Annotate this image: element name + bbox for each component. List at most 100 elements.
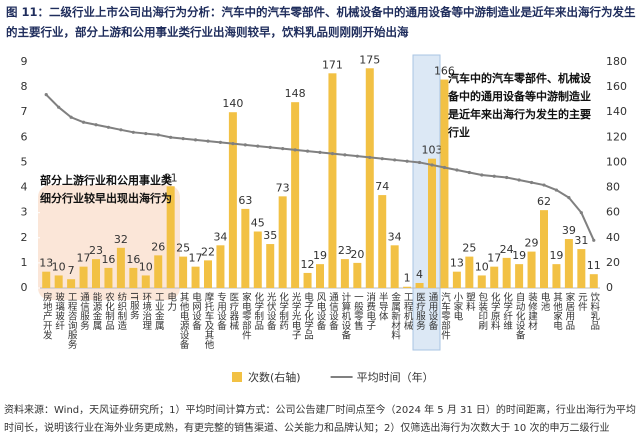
line-point [343, 153, 347, 157]
y-tick-label: 6 [21, 130, 28, 143]
bar [191, 266, 200, 288]
highlight-area [38, 185, 180, 300]
x-tick-label: 小家电 [451, 292, 463, 321]
x-tick-label: 饮料乳品 [588, 291, 600, 331]
x-tick-label: 半导体 [377, 291, 389, 321]
line-point [57, 105, 61, 109]
line-point [169, 135, 173, 139]
y2-tick-label: 40 [606, 231, 620, 244]
line-point [293, 148, 297, 152]
legend-label: 次数(右轴) [248, 370, 301, 384]
x-tick-label: 其他家电 [551, 292, 563, 330]
source-note: 资料来源：Wind，天风证券研究所；1）平均时间计算方式：公司公告建厂时间点至今… [4, 405, 636, 434]
bar [166, 186, 175, 288]
bar [79, 266, 88, 288]
x-tick-label: 能源金属 [91, 291, 103, 331]
bar [141, 275, 150, 288]
data-label: 20 [350, 248, 364, 261]
data-label: 19 [512, 249, 526, 262]
data-label: 34 [213, 230, 227, 243]
line-point [393, 158, 397, 162]
y-tick-label: 7 [21, 105, 28, 118]
line-point [480, 173, 484, 177]
y2-tick-label: 0 [606, 281, 613, 294]
data-label: 4 [416, 268, 423, 281]
x-tick-label: 工业金属 [153, 292, 165, 331]
data-label: 35 [263, 229, 277, 242]
line-point [218, 140, 223, 144]
line-point [505, 175, 509, 180]
bar [42, 271, 51, 288]
line-point [355, 154, 359, 158]
y2-tick-label: 60 [606, 206, 620, 219]
line-point [268, 145, 272, 149]
line-point [131, 130, 135, 134]
bar [390, 245, 399, 288]
bar [440, 79, 449, 288]
bar [527, 251, 536, 288]
data-label: 26 [151, 240, 165, 253]
x-tick-label: 玻璃玻纤 [53, 291, 65, 331]
bar [129, 267, 138, 288]
bar [589, 274, 598, 288]
bar [54, 275, 63, 288]
x-tick-label: 塑料 [464, 292, 476, 312]
x-tick-label: 电网设备 [190, 291, 202, 331]
legend-swatch [232, 372, 242, 382]
x-tick-label: 化学纤维 [501, 291, 513, 331]
data-label: 62 [537, 195, 551, 208]
bar [477, 275, 486, 288]
x-tick-label: 电力 [165, 291, 177, 312]
line-point [368, 155, 372, 160]
x-tick-label: 通用设备 [427, 292, 439, 331]
bar [92, 259, 100, 288]
data-label: 17 [189, 252, 203, 265]
bar [465, 256, 474, 288]
bar [328, 73, 337, 288]
data-label: 19 [549, 249, 563, 262]
bar [428, 158, 436, 288]
line-point [119, 128, 123, 132]
x-tick-label: 医疗服务 [414, 292, 426, 331]
y2-tick-label: 140 [606, 105, 627, 118]
data-label: 1 [404, 272, 411, 285]
data-label: 12 [301, 258, 315, 271]
data-label: 25 [462, 242, 476, 255]
data-label: 11 [587, 259, 601, 272]
line-point [156, 133, 160, 137]
x-tick-label: 光伏设备 [265, 291, 277, 331]
line-point [380, 157, 384, 161]
data-label: 81 [164, 171, 178, 184]
line-point [193, 138, 198, 142]
x-tick-label: 医疗器械 [227, 292, 239, 331]
x-tick-label: 通信服务 [78, 292, 90, 331]
bar [365, 68, 374, 289]
bar [564, 239, 573, 288]
bar [266, 244, 275, 288]
x-tick-label: 家居用品 [563, 291, 575, 331]
data-label: 171 [322, 58, 343, 71]
line-point [106, 125, 111, 129]
bar [490, 266, 499, 288]
line-point [405, 159, 409, 163]
data-label: 148 [285, 87, 306, 100]
line-point [206, 139, 210, 143]
bar [403, 286, 412, 288]
x-tick-label: 元件 [576, 292, 588, 312]
bar [552, 264, 561, 288]
bar [515, 264, 524, 288]
bar [415, 282, 424, 288]
x-tick-label: 化学制药 [277, 291, 289, 331]
y2-tick-label: 180 [606, 55, 627, 68]
line-point [231, 142, 235, 146]
bar [154, 255, 163, 288]
line-point [305, 149, 310, 153]
line-point [330, 152, 335, 156]
x-tick-label: 计算机设备 [339, 291, 351, 340]
x-tick-label: 一般零售 [352, 292, 364, 331]
bar [116, 247, 125, 288]
x-tick-label: 农化制品 [103, 291, 115, 331]
data-label: 175 [359, 53, 380, 66]
y2-tick-label: 80 [606, 181, 620, 194]
x-tick-label: 纺织制造 [115, 291, 127, 331]
